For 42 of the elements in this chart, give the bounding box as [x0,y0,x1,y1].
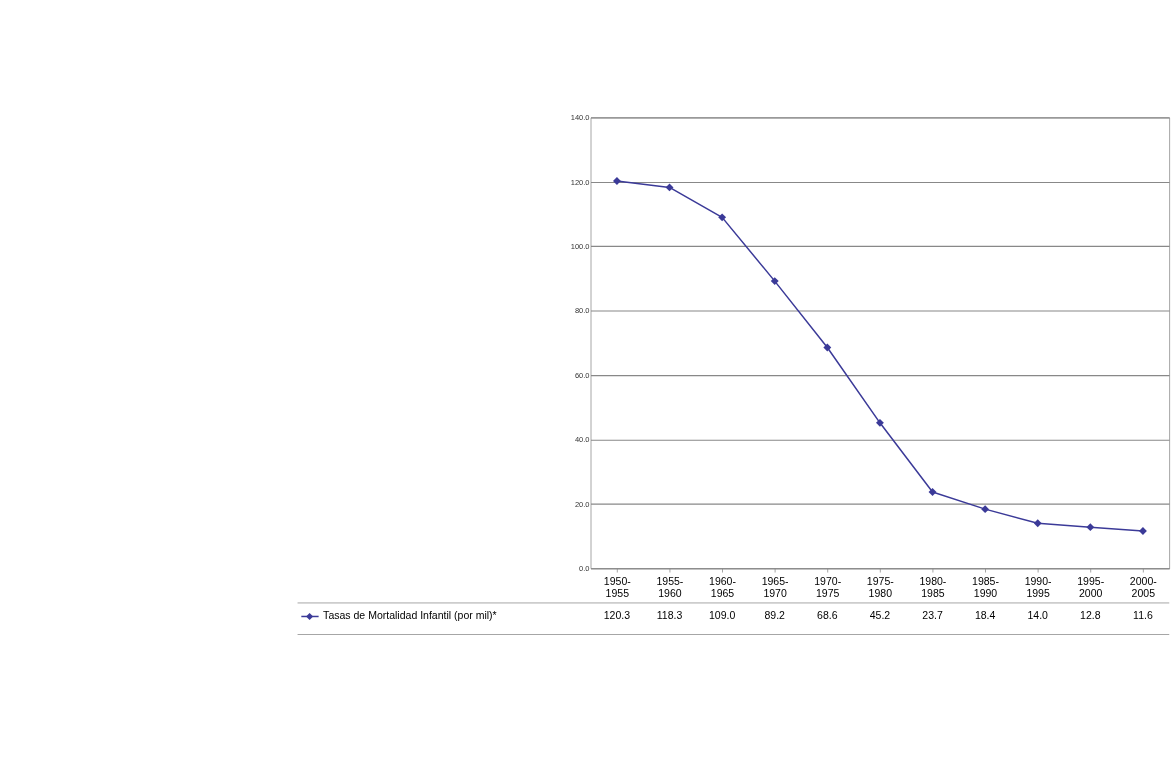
x-tick-label: 1960-1965 [709,575,737,600]
y-tick-label: 0.0 [579,564,590,574]
point [665,183,674,192]
point [981,505,990,514]
x-tick-label: 1955-1960 [656,575,684,600]
data-label: 89.2 [764,609,786,622]
data-label: 11.6 [1133,609,1153,622]
y-tick-label: 120.0 [570,177,590,187]
legend-label: Tasas de Mortalidad Infantil (por mil)* [323,609,497,622]
x-tick-label: 1975-1980 [866,575,895,600]
point [875,418,884,427]
point [1086,523,1095,532]
x-tick-label: 1985-1990 [972,575,1000,600]
x-tick-label: 1980-1985 [919,575,947,600]
x-tick-label: 1990-1995 [1024,575,1053,600]
point [718,213,727,222]
data-label: 12.8 [1080,609,1101,622]
data-label: 23.7 [922,609,943,622]
y-tick-label: 100.0 [570,241,590,251]
y-tick-label: 80.0 [574,306,590,316]
y-tick-label: 60.0 [574,370,590,380]
x-tick-label: 2000-2005 [1129,575,1158,600]
y-tick-label: 20.0 [574,499,590,509]
data-label: 45.2 [869,609,891,622]
data-label: 68.6 [817,609,838,622]
point [823,343,832,352]
x-tick-label: 1970-1975 [814,575,842,600]
point [770,277,779,286]
x-tick-label: 1995-2000 [1077,575,1105,600]
point [928,488,937,496]
x-tick-label: 1950-1955 [603,575,632,600]
data-label: 109.0 [708,609,736,622]
data-label: 118.3 [656,609,683,622]
point [1033,519,1042,528]
point [1139,527,1147,535]
x-tick-label: 1965-1970 [761,575,790,600]
y-tick-label: 140.0 [570,113,590,123]
data-label: 14.0 [1027,609,1049,622]
data-label: 18.4 [974,609,996,622]
data-label: 120.3 [603,609,631,622]
y-tick-label: 40.0 [574,435,590,445]
point [612,177,621,185]
